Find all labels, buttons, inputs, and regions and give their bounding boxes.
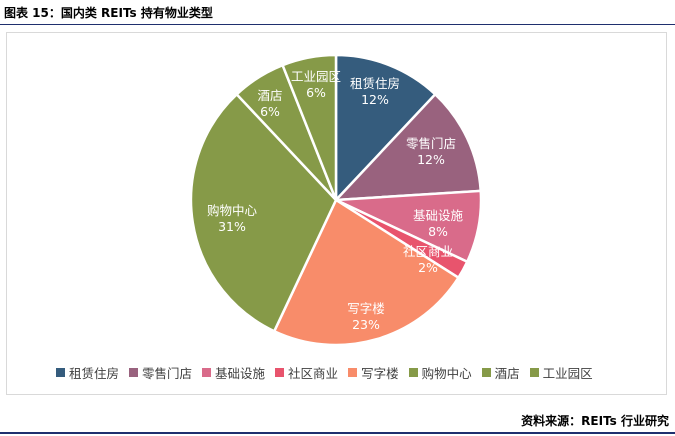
pie-slice-6	[189, 92, 338, 333]
legend-label: 零售门店	[142, 365, 193, 381]
slice-value-label: 31%	[218, 219, 246, 234]
legend-swatch	[408, 367, 418, 377]
pie-slice-8	[280, 53, 338, 201]
legend-swatch	[529, 367, 539, 377]
legend-item: 酒店	[481, 363, 520, 382]
slice-value-label: 6%	[260, 104, 280, 119]
slice-value-label: 2%	[418, 260, 438, 275]
legend-item: 社区商业	[275, 363, 338, 382]
slice-value-label: 8%	[428, 224, 448, 239]
legend-item: 写字楼	[348, 363, 399, 382]
legend-item: 购物中心	[408, 363, 472, 382]
legend-label: 租赁住房	[69, 365, 120, 381]
slice-name-label: 基础设施	[413, 208, 464, 223]
legend-label: 基础设施	[215, 365, 266, 381]
slice-name-label: 写字楼	[347, 301, 385, 316]
pie-slice-2	[332, 92, 483, 202]
legend-item: 租赁住房	[56, 363, 119, 382]
slice-value-label: 23%	[352, 317, 380, 332]
slice-value-label: 12%	[417, 152, 445, 167]
legend-swatch	[129, 367, 139, 377]
legend-label: 酒店	[494, 365, 520, 381]
slice-name-label: 工业园区	[291, 69, 341, 84]
source-note: 资料来源：REITs 行业研究	[521, 414, 669, 428]
legend-label: 写字楼	[361, 365, 399, 381]
legend-item: 基础设施	[202, 363, 265, 382]
slice-value-label: 12%	[361, 92, 389, 107]
legend-label: 购物中心	[421, 365, 472, 381]
slice-name-label: 零售门店	[406, 136, 456, 151]
slice-name-label: 社区商业	[403, 244, 453, 259]
legend-swatch	[275, 367, 285, 377]
top-rule	[0, 24, 675, 25]
legend-item: 零售门店	[129, 363, 192, 382]
legend-label: 工业园区	[542, 365, 593, 381]
pie-slice-1	[334, 53, 438, 204]
legend-item: 工业园区	[529, 363, 593, 382]
slice-value-label: 6%	[306, 85, 326, 100]
figure-title: 图表 15：国内类 REITs 持有物业类型	[4, 6, 213, 20]
legend-swatch	[202, 367, 212, 377]
bottom-rule	[0, 432, 675, 434]
legend-swatch	[56, 367, 65, 377]
legend-swatch	[348, 367, 358, 377]
chart-legend: 租赁住房 零售门店 基础设施 社区商业 写字楼 购物中心 酒店 工业园区	[56, 363, 593, 381]
legend-label: 社区商业	[288, 365, 339, 381]
slice-name-label: 租赁住房	[350, 76, 400, 91]
slice-name-label: 酒店	[257, 88, 282, 103]
legend-swatch	[481, 367, 491, 377]
slice-name-label: 购物中心	[207, 203, 258, 218]
